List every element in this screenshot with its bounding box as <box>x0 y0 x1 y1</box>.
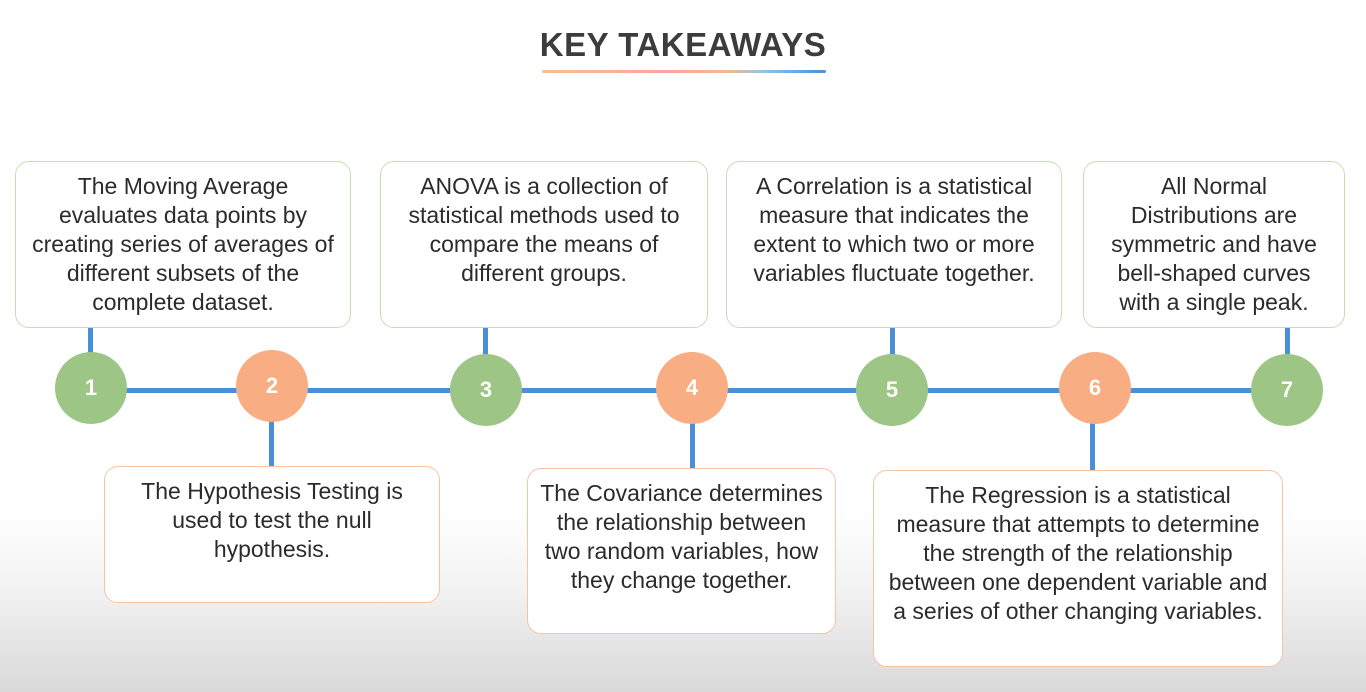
connector-line-4 <box>690 422 695 468</box>
takeaway-text-6: The Regression is a statistical measure … <box>888 482 1268 624</box>
connector-line-1 <box>88 326 93 360</box>
timeline-node-1: 1 <box>55 352 127 424</box>
takeaway-text-1: The Moving Average evaluates data points… <box>32 173 334 315</box>
takeaway-card-4: The Covariance determines the relationsh… <box>527 468 836 634</box>
title-underline <box>542 70 826 73</box>
timeline-node-4: 4 <box>656 352 728 424</box>
takeaway-text-2: The Hypothesis Testing is used to test t… <box>141 478 403 562</box>
takeaway-card-3: ANOVA is a collection of statistical met… <box>380 161 708 328</box>
takeaway-card-2: The Hypothesis Testing is used to test t… <box>104 466 440 603</box>
takeaway-text-4: The Covariance determines the relationsh… <box>540 480 823 593</box>
timeline-node-2: 2 <box>236 350 308 422</box>
page-title: KEY TAKEAWAYS <box>539 26 827 63</box>
connector-line-6 <box>1090 422 1095 470</box>
timeline-node-7: 7 <box>1251 354 1323 426</box>
connector-line-5 <box>890 326 895 358</box>
connector-line-2 <box>269 420 274 466</box>
timeline-node-3: 3 <box>450 354 522 426</box>
takeaway-text-7: All Normal Distributions are symmetric a… <box>1111 173 1317 315</box>
takeaway-card-7: All Normal Distributions are symmetric a… <box>1083 161 1345 328</box>
timeline-node-6: 6 <box>1059 352 1131 424</box>
takeaway-card-6: The Regression is a statistical measure … <box>873 470 1283 667</box>
takeaway-card-1: The Moving Average evaluates data points… <box>15 161 351 328</box>
connector-line-7 <box>1285 326 1290 360</box>
connector-line-3 <box>483 326 488 358</box>
takeaway-card-5: A Correlation is a statistical measure t… <box>726 161 1062 328</box>
takeaway-text-5: A Correlation is a statistical measure t… <box>753 173 1035 286</box>
takeaway-text-3: ANOVA is a collection of statistical met… <box>408 173 680 286</box>
timeline-node-5: 5 <box>856 354 928 426</box>
